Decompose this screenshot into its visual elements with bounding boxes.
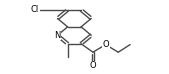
Text: N: N [54,31,61,40]
Text: O: O [102,40,109,49]
Text: O: O [90,61,96,70]
Text: Cl: Cl [30,5,38,15]
